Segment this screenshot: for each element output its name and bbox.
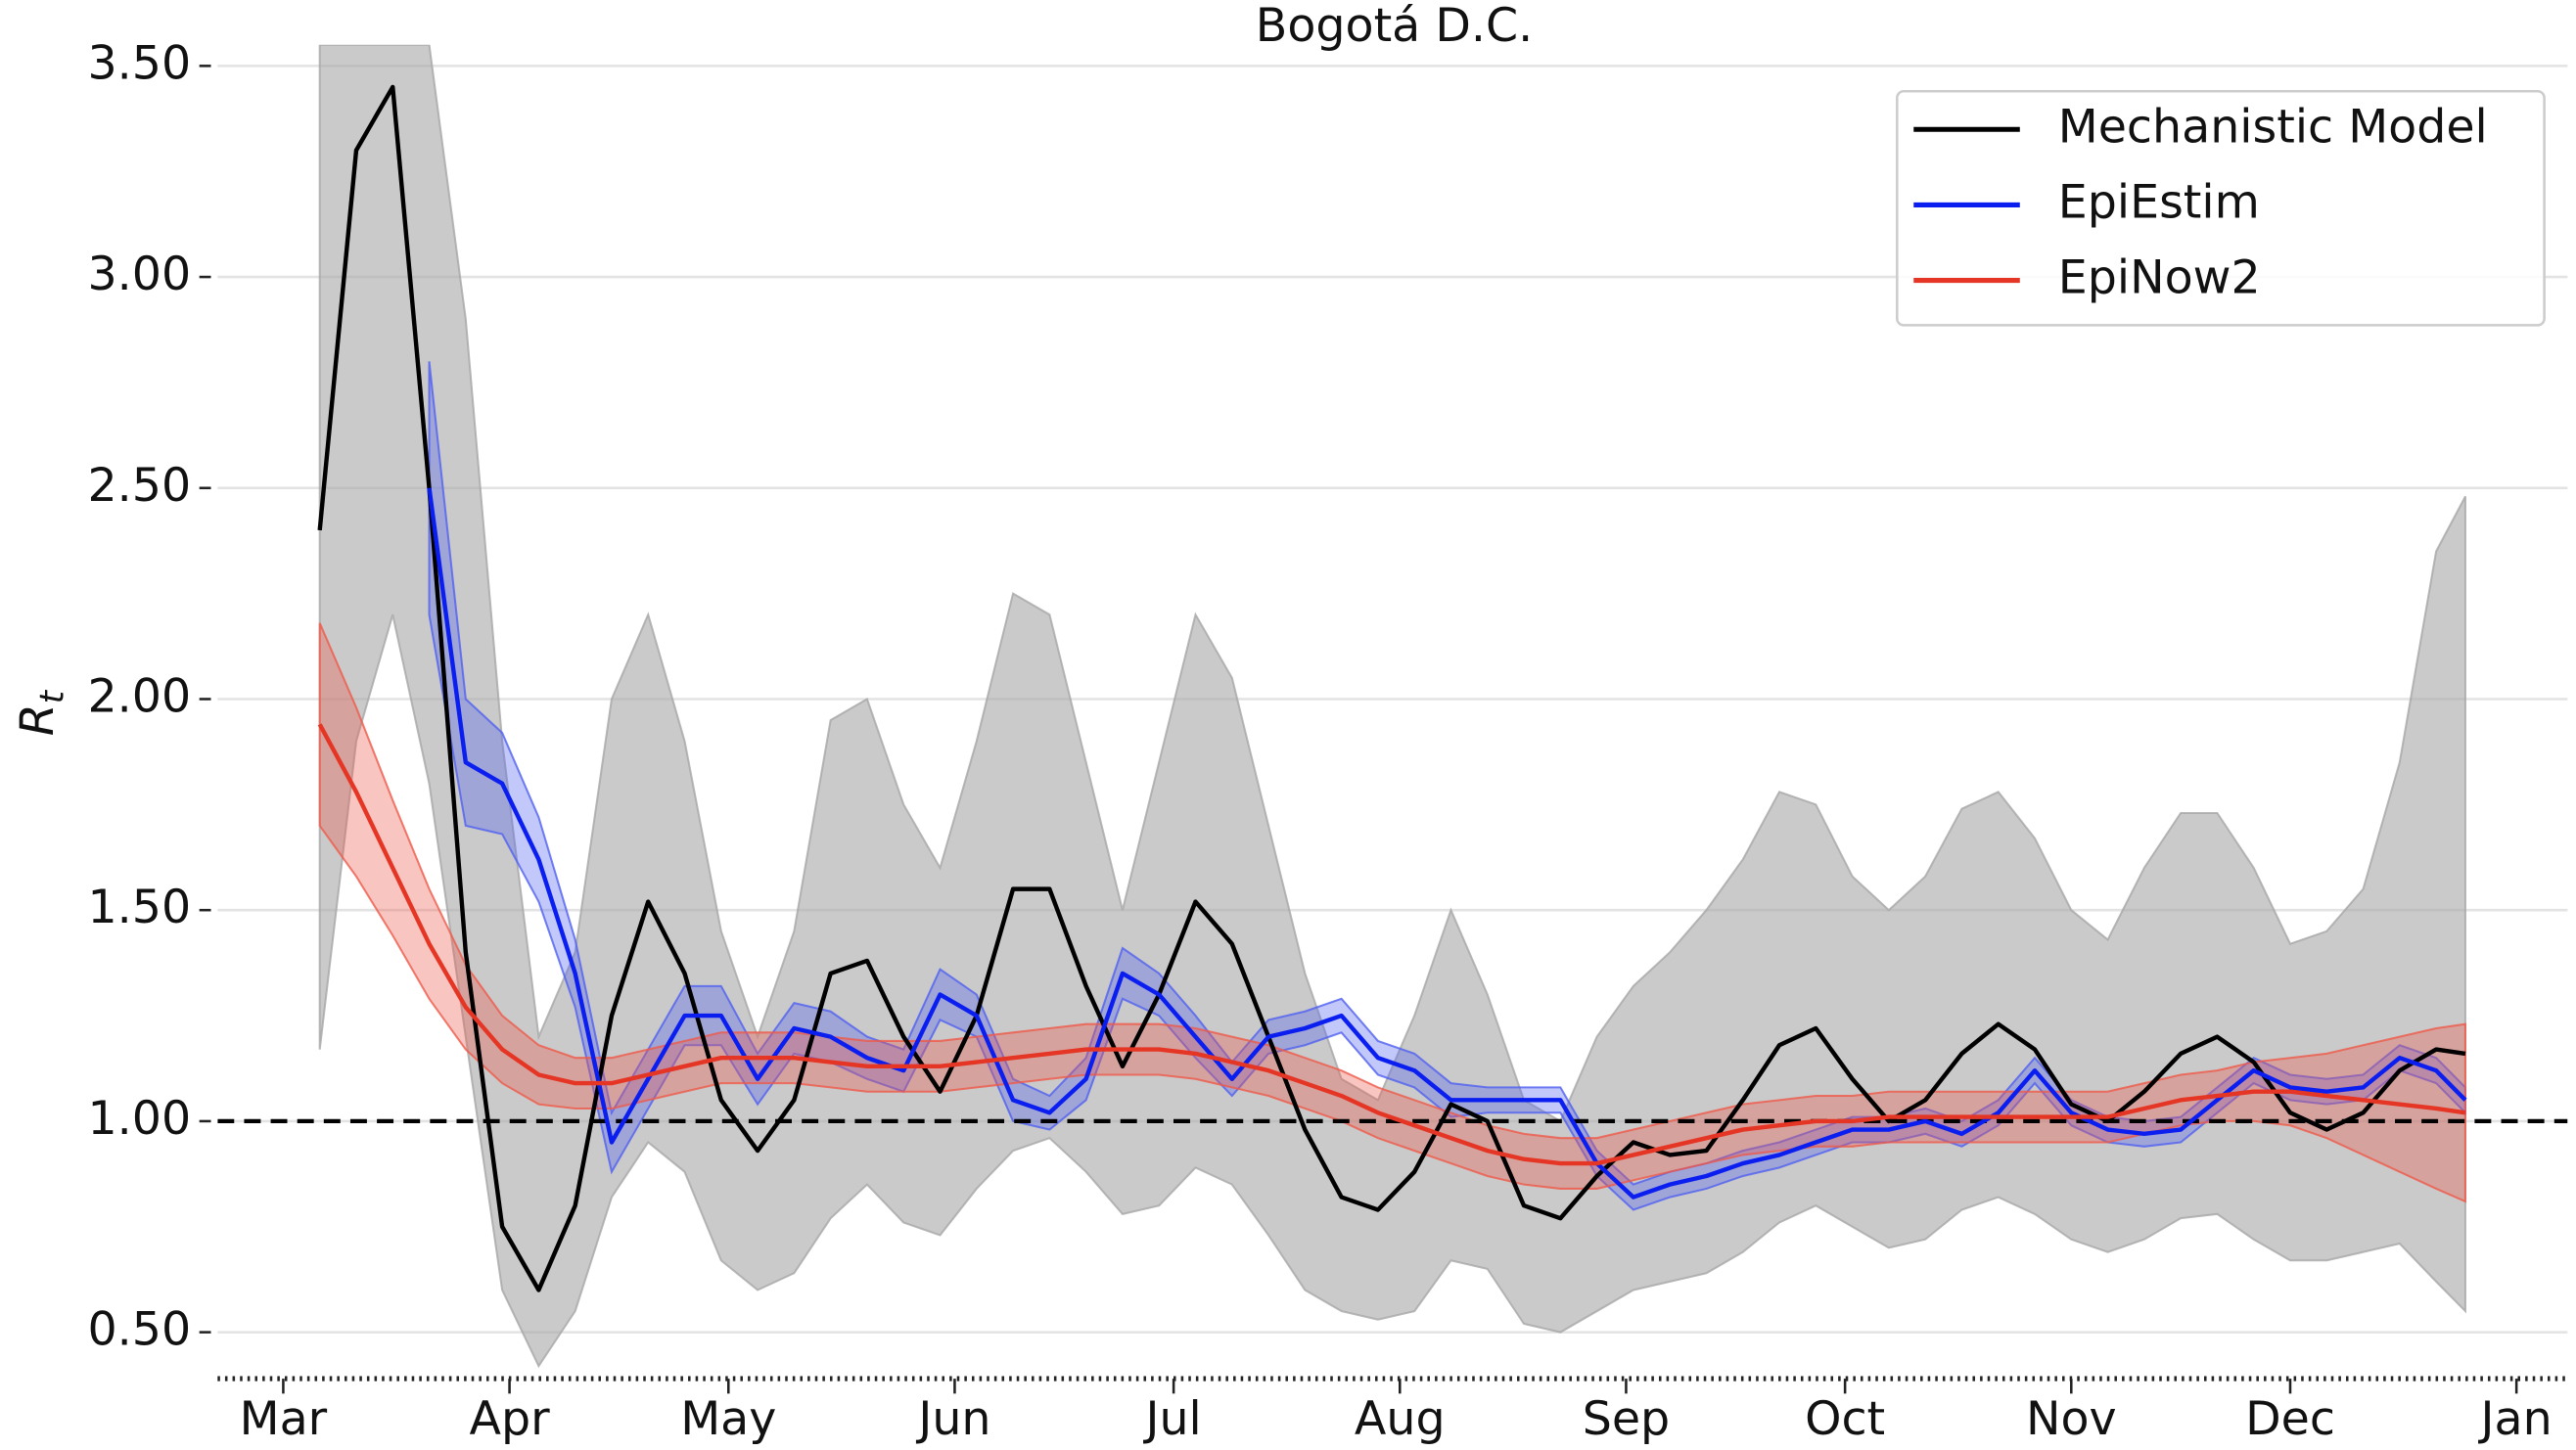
plot-area	[217, 44, 2568, 1369]
x-tick-label: May	[680, 1392, 776, 1446]
y-label-main: R	[11, 703, 65, 736]
chart-title: Bogotá D.C.	[1256, 0, 1533, 53]
legend-label: EpiEstim	[2058, 175, 2260, 229]
x-tick-label: Jun	[915, 1392, 990, 1446]
x-tick-label: Mar	[240, 1392, 328, 1446]
y-label-sub: t	[32, 689, 70, 703]
x-tick-label: Nov	[2026, 1392, 2117, 1446]
x-tick-label: Sep	[1583, 1392, 1670, 1446]
legend-label: EpiNow2	[2058, 251, 2261, 305]
x-tick-label: Dec	[2245, 1392, 2335, 1446]
x-tick-label: Jan	[2478, 1392, 2553, 1446]
y-tick-label: 1.00	[87, 1092, 191, 1146]
y-tick-label: 3.00	[87, 248, 191, 301]
legend: Mechanistic Model EpiEstim EpiNow2	[1896, 89, 2546, 327]
y-tick-label: 0.50	[87, 1303, 191, 1357]
x-tick-label: Jul	[1142, 1392, 1201, 1446]
y-axis-label: Rt	[11, 689, 70, 736]
legend-box	[1896, 89, 2546, 327]
x-tick-label: Aug	[1355, 1392, 1446, 1446]
confidence-band	[318, 622, 2466, 1203]
x-tick-label: Apr	[470, 1392, 551, 1446]
series-line	[427, 487, 2467, 1200]
y-tick-label: 3.50	[87, 36, 191, 90]
axes: 0.50 1.00 1.50 2.00 2.50 3.00 3.50 Mar Apr May Jun…	[87, 36, 2568, 1446]
x-tick-label: Oct	[1805, 1392, 1885, 1446]
series-line	[317, 723, 2466, 1166]
y-tick-label: 1.50	[87, 881, 191, 934]
confidence-band	[318, 44, 2466, 1369]
legend-label: Mechanistic Model	[2058, 100, 2488, 154]
y-tick-label: 2.00	[87, 669, 191, 723]
y-tick-label: 2.50	[87, 459, 191, 513]
